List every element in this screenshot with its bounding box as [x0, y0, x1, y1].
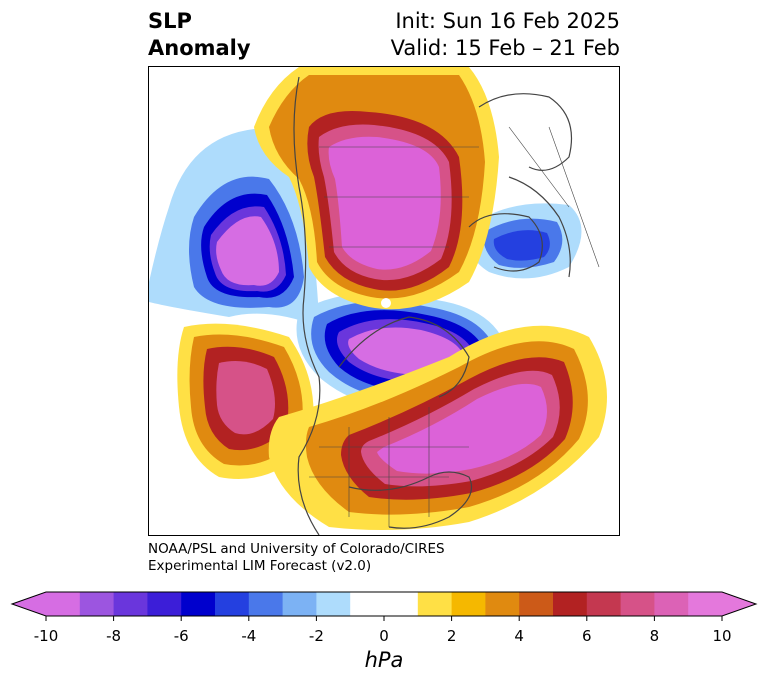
colorbar-tick-label: 8	[649, 627, 660, 645]
colorbar-segment	[688, 592, 723, 616]
colorbar-segment	[181, 592, 216, 616]
colorbar-segment	[417, 592, 453, 616]
colorbar-tick-label: 2	[446, 627, 457, 645]
colorbar-segments	[46, 592, 723, 616]
forecast-dates: Init: Sun 16 Feb 2025 Valid: 15 Feb – 21…	[391, 8, 620, 62]
credits: NOAA/PSL and University of Colorado/CIRE…	[148, 541, 445, 575]
colorbar-over-arrow	[722, 592, 756, 616]
map-title: SLP Anomaly	[148, 8, 251, 62]
colorbar-segment	[147, 592, 182, 616]
positive-anomaly-north	[254, 67, 499, 310]
colorbar-segment	[282, 592, 317, 616]
colorbar-segment	[654, 592, 689, 616]
borders	[309, 126, 600, 527]
title-line-2: Anomaly	[148, 36, 251, 60]
negative-anomaly-pacific	[149, 129, 319, 327]
coastlines	[293, 76, 573, 535]
credits-line-2: Experimental LIM Forecast (v2.0)	[148, 558, 372, 574]
credits-line-1: NOAA/PSL and University of Colorado/CIRE…	[148, 541, 445, 557]
colorbar-segment	[248, 592, 284, 616]
colorbar-segment	[316, 592, 351, 616]
colorbar-segment	[215, 592, 250, 616]
colorbar-segment	[485, 592, 520, 616]
colorbar-segment	[519, 592, 554, 616]
colorbar-segment	[384, 592, 419, 616]
colorbar-segment	[553, 592, 588, 616]
colorbar-tick-label: 10	[712, 627, 732, 645]
colorbar-segment	[79, 592, 115, 616]
map-panel	[148, 66, 620, 536]
init-date: Init: Sun 16 Feb 2025	[395, 9, 620, 33]
colorbar-segment	[451, 592, 486, 616]
negative-anomaly-europe	[468, 203, 582, 279]
colorbar-segment	[350, 592, 385, 616]
colorbar-tick-label: 0	[379, 627, 389, 645]
colorbar-segment	[113, 592, 148, 616]
colorbar-tick-label: -10	[33, 627, 59, 645]
colorbar-units: hPa	[364, 648, 404, 672]
valid-range: Valid: 15 Feb – 21 Feb	[390, 36, 620, 60]
slp-anomaly-map	[149, 67, 607, 535]
colorbar-tick-label: 6	[582, 627, 592, 645]
colorbar-segment	[620, 592, 655, 616]
colorbar-under-arrow	[12, 592, 46, 616]
colorbar-tick-label: -2	[308, 627, 324, 645]
colorbar-segment	[46, 592, 81, 616]
colorbar-tick-label: 4	[514, 627, 524, 645]
colorbar	[10, 591, 758, 621]
colorbar-tick-label: -8	[106, 627, 122, 645]
colorbar-segment	[586, 592, 622, 616]
colorbar-tick-label: -6	[173, 627, 189, 645]
positive-anomaly-atlantic	[268, 325, 607, 531]
colorbar-outline	[10, 591, 758, 617]
pole-marker	[381, 298, 391, 308]
title-line-1: SLP	[148, 9, 192, 33]
colorbar-tick-label: -4	[241, 627, 257, 645]
colorbar-ticks	[45, 616, 723, 621]
